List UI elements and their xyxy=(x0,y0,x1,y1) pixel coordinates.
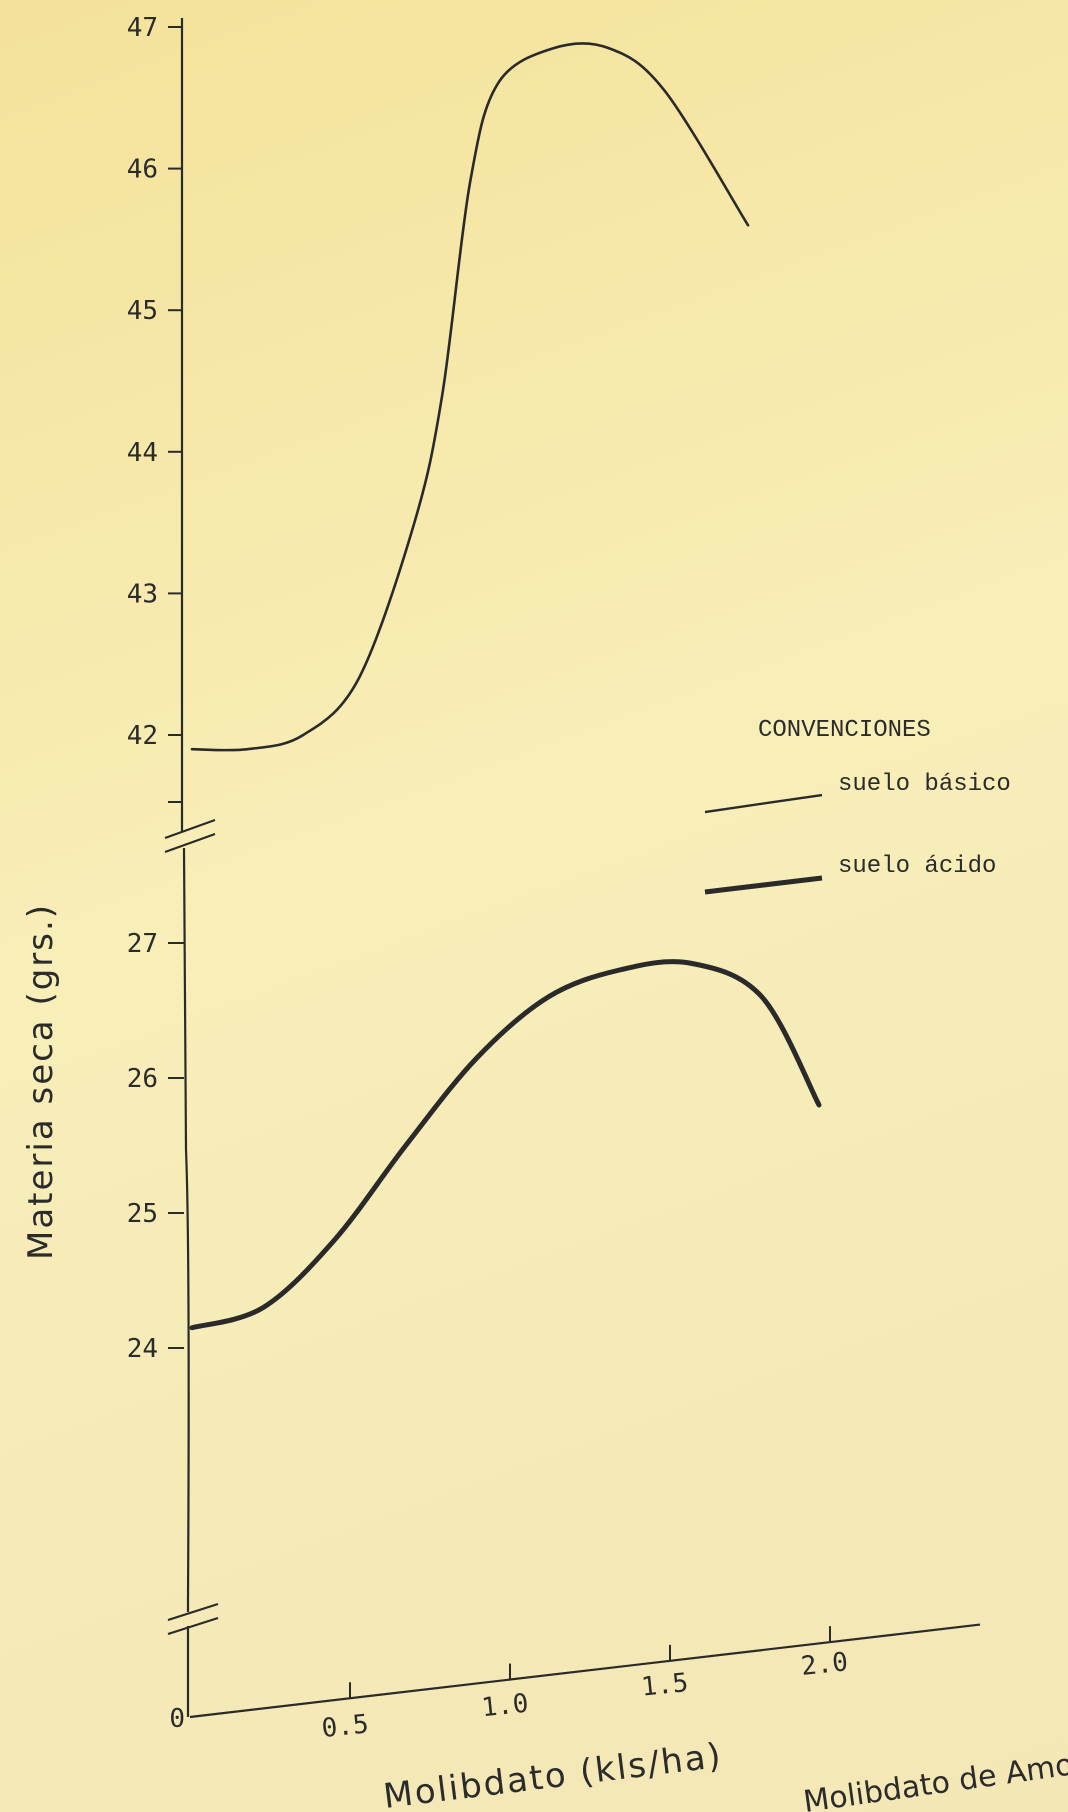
x-axis-title: Molibdato (kls/ha) xyxy=(381,1736,725,1812)
axis-break-mark xyxy=(167,1616,219,1636)
x-axis xyxy=(189,1623,981,1719)
y-tick-label-46: 46 xyxy=(127,155,158,185)
y-tick-label-42: 42 xyxy=(127,721,158,751)
axis-break-mark xyxy=(164,818,216,840)
legend-title: CONVENCIONES xyxy=(758,717,931,744)
legend-label-1: suelo ácido xyxy=(838,853,996,880)
legend-swatch-1 xyxy=(704,875,823,895)
axis-break-mark xyxy=(167,1602,219,1622)
y-tick-label-25: 25 xyxy=(127,1199,158,1229)
cut-caption: Molibdato de Amoni xyxy=(801,1744,1068,1812)
y-tick-label-44: 44 xyxy=(127,438,158,468)
y-tick-label-45: 45 xyxy=(127,296,158,326)
x-tick-label-2.0: 2.0 xyxy=(800,1647,850,1682)
x-tick-label-0.5: 0.5 xyxy=(320,1709,370,1744)
legend-swatch-0 xyxy=(704,793,823,814)
y-tick-label-27: 27 xyxy=(127,929,158,959)
axis-break-mark xyxy=(164,832,216,854)
x-tick-label-1.0: 1.0 xyxy=(480,1689,530,1724)
series-line-suelo-basico xyxy=(190,42,750,752)
y-tick-label-24: 24 xyxy=(127,1334,158,1364)
y-axis-title: Materia seca (grs.) xyxy=(21,903,61,1260)
x-tick-label-1.5: 1.5 xyxy=(640,1668,690,1703)
series-line-suelo-acido xyxy=(189,959,822,1331)
y-tick-label-47: 47 xyxy=(127,13,158,43)
legend-label-0: suelo básico xyxy=(838,771,1011,798)
origin-label: 0 xyxy=(169,1704,185,1734)
y-tick-label-43: 43 xyxy=(127,579,158,609)
y-tick-label-26: 26 xyxy=(127,1064,158,1094)
y-axis-lower xyxy=(182,847,190,1612)
